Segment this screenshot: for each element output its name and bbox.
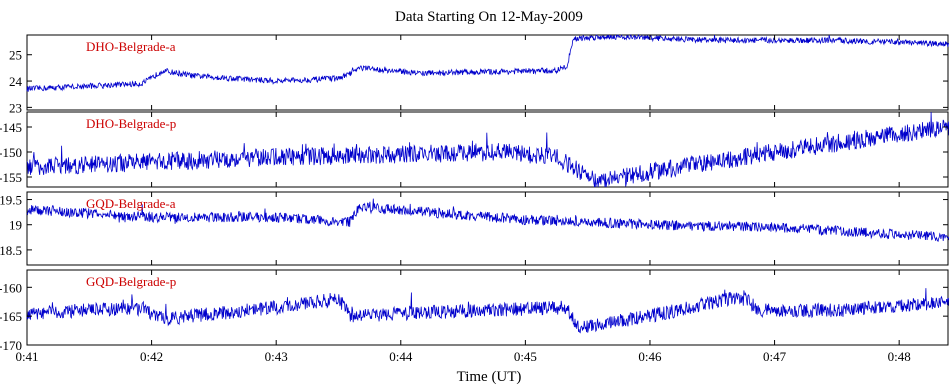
series-label: DHO-Belgrade-p (86, 116, 176, 131)
panel-4: -170 -165 -160 GQD-Belgrade-p (0, 269, 949, 353)
y-tick-label: 19 (9, 218, 22, 233)
y-tick-label: -150 (0, 145, 22, 160)
y-tick-label: -165 (0, 309, 22, 324)
x-tick-label: 0:42 (140, 349, 163, 364)
y-tick-label: -170 (0, 338, 22, 353)
series-line (26, 198, 949, 243)
y-tick-label: 23 (9, 100, 22, 115)
panel-frame (26, 34, 949, 111)
panel-frame (26, 111, 949, 188)
panel-2: -155 -150 -145 DHO-Belgrade-p (0, 111, 949, 188)
x-tick-label: 0:46 (638, 349, 662, 364)
series-label: GQD-Belgrade-p (86, 274, 176, 289)
chart-title: Data Starting On 12-May-2009 (395, 9, 583, 25)
x-tick-label: 0:43 (265, 349, 288, 364)
series-label: DHO-Belgrade-a (86, 39, 176, 54)
x-axis: 0:41 0:42 0:43 0:44 0:45 0:46 0:47 0:48 (15, 349, 910, 364)
y-tick-label: 18.5 (0, 243, 22, 258)
series-line (26, 288, 949, 334)
y-tick-label: -155 (0, 170, 22, 185)
y-tick-label: 19.5 (0, 193, 22, 208)
series-label: GQD-Belgrade-a (86, 196, 176, 211)
x-tick-label: 0:47 (763, 349, 787, 364)
panel-3: 18.5 19 19.5 GQD-Belgrade-a (0, 191, 949, 266)
x-axis-label: Time (UT) (457, 369, 522, 385)
series-line (26, 34, 949, 92)
x-tick-label: 0:45 (514, 349, 537, 364)
series-line (26, 111, 949, 188)
y-tick-label: 24 (9, 74, 23, 89)
x-tick-label: 0:48 (888, 349, 911, 364)
y-tick-label: -160 (0, 280, 22, 295)
y-tick-label: 25 (9, 48, 22, 63)
panel-1: 23 24 25 DHO-Belgrade-a (9, 34, 949, 115)
x-tick-label: 0:44 (389, 349, 413, 364)
y-tick-label: -145 (0, 120, 22, 135)
x-tick-label: 0:41 (15, 349, 38, 364)
panels: 23 24 25 DHO-Belgrade-a -155 -150 -145 DHO-Belg… (0, 34, 949, 353)
